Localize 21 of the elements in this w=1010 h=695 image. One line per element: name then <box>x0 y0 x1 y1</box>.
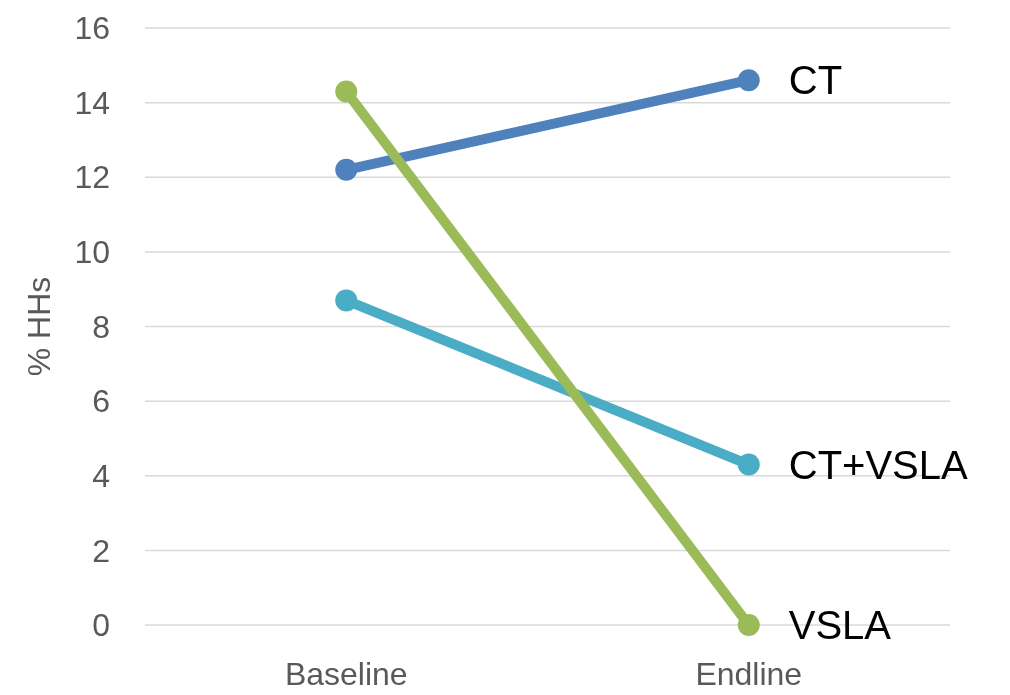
y-tick-label: 0 <box>92 607 110 644</box>
y-tick-label: 12 <box>74 159 110 196</box>
point <box>737 453 760 476</box>
point <box>737 69 760 92</box>
point <box>737 614 760 636</box>
y-tick-label: 6 <box>92 383 110 420</box>
point <box>335 80 358 103</box>
y-tick-label: 14 <box>74 84 110 121</box>
series-label: CT <box>788 58 843 103</box>
x-tick-label: Baseline <box>284 656 408 692</box>
series-label: CT+VSLA <box>788 442 969 487</box>
y-tick-label: 10 <box>74 234 110 271</box>
y-tick-label: 8 <box>92 308 110 345</box>
y-tick-label: 4 <box>92 457 110 494</box>
y-axis-title: % HHs <box>21 276 57 377</box>
y-tick-label: 16 <box>74 10 110 47</box>
series-label: VSLA <box>788 603 892 647</box>
point <box>335 289 358 312</box>
x-tick-label: Endline <box>695 656 803 692</box>
point <box>335 158 358 181</box>
y-tick-label: 2 <box>92 532 110 569</box>
